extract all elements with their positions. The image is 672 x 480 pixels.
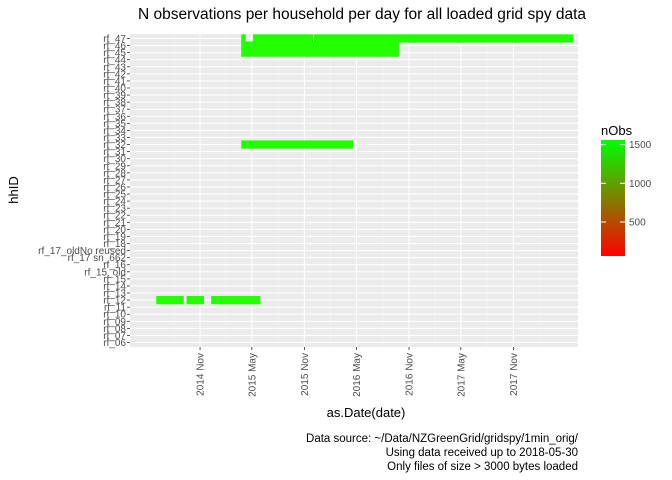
y-tick-label: rf_34 — [103, 126, 126, 137]
y-tick-label: rf_42 — [103, 69, 126, 80]
y-tick-label: rf_21 — [103, 218, 126, 229]
x-tick-label: 2017 Nov — [509, 353, 520, 396]
x-tick-label: 2017 May — [456, 353, 467, 397]
y-tick-label: rf_41 — [103, 76, 126, 87]
x-axis-ticks: 2014 Nov 2015 May 2015 Nov 2016 May 2016 Nov… — [196, 347, 520, 397]
caption-line-3: Only files of size > 3000 bytes loaded — [387, 461, 578, 473]
x-tick-label: 2016 May — [352, 353, 363, 397]
y-tick-label: rf_31 — [103, 147, 126, 158]
y-tick-label: rf_15 — [103, 274, 126, 285]
y-tick-label: rf_28 — [103, 168, 126, 179]
y-tick-label: rf_15_old — [84, 267, 126, 278]
y-tick-label: rf_16 — [103, 260, 126, 271]
segment-rf_32 — [241, 140, 354, 149]
y-tick-label: rf_36 — [103, 112, 126, 123]
segment-rf_47 — [252, 34, 313, 43]
y-tick-label: rf_24 — [103, 197, 126, 208]
y-tick-label: rf_38 — [103, 98, 126, 109]
segment-rf_45 — [241, 48, 400, 57]
y-tick-label: rf_11 — [104, 303, 126, 314]
legend-tick-label: 1000 — [629, 179, 652, 190]
x-tick-label: 2015 Nov — [300, 353, 311, 396]
caption-line-1: Data source: ~/Data/NZGreenGrid/gridspy/… — [306, 433, 579, 445]
y-tick-label: rf_39 — [103, 91, 126, 102]
y-tick-label: rf_06 — [103, 338, 126, 349]
segment-rf_12 — [211, 295, 261, 305]
y-tick-label: rf_22 — [103, 211, 126, 222]
y-tick-label: rf_29 — [103, 161, 126, 172]
segment-rf_47 — [241, 34, 246, 43]
segment-rf_46 — [241, 41, 400, 50]
y-tick-label: rf_35 — [103, 119, 126, 130]
legend-colorbar — [601, 140, 625, 256]
y-tick-label: rf_17_oldNo reused — [38, 246, 126, 257]
y-tick-label: rf_07 — [103, 331, 126, 342]
y-tick-label: rf_43 — [103, 62, 126, 73]
segment-rf_12 — [186, 295, 205, 305]
y-tick-label: rf_10 — [103, 310, 126, 321]
y-tick-label: rf_30 — [103, 154, 126, 165]
y-tick-label: rf_23 — [103, 204, 126, 215]
y-tick-label: rf_32 — [103, 140, 126, 151]
y-tick-label: rf_45 — [103, 48, 126, 59]
x-tick-label: 2014 Nov — [196, 353, 207, 396]
x-tick-label: 2016 Nov — [405, 353, 416, 396]
y-tick-label: rf_19 — [103, 232, 126, 243]
y-axis-title: hhID — [6, 176, 21, 203]
x-axis-title: as.Date(date) — [327, 405, 406, 420]
x-tick-label: 2015 May — [247, 353, 258, 397]
plot-panel — [130, 34, 578, 347]
y-tick-label: rf_37 — [103, 105, 126, 116]
legend-ticks: 500 1000 1500 — [601, 140, 652, 228]
y-tick-label: rf_25 — [103, 190, 126, 201]
gridlines — [130, 34, 578, 347]
y-tick-label: rf_18 — [103, 239, 126, 250]
y-tick-label: rf_44 — [103, 55, 126, 66]
data-segments — [156, 34, 574, 305]
y-tick-label: rf_08 — [103, 324, 126, 335]
y-tick-label: rf_40 — [103, 83, 126, 94]
caption: Data source: ~/Data/NZGreenGrid/gridspy/… — [306, 433, 579, 473]
legend-tick-label: 500 — [629, 217, 646, 228]
segment-rf_12 — [156, 295, 184, 305]
legend: nObs 500 1000 1500 — [601, 123, 652, 256]
y-axis-ticks: rf_06rf_07rf_08rf_09rf_10rf_11rf_12rf_13… — [38, 34, 130, 349]
y-tick-label: rf_33 — [103, 133, 126, 144]
chart-title: N observations per household per day for… — [138, 6, 586, 23]
legend-title: nObs — [601, 123, 633, 138]
y-tick-label: rf_09 — [103, 317, 126, 328]
y-tick-label: rf_14 — [103, 281, 126, 292]
y-tick-label: rf_20 — [103, 225, 126, 236]
y-tick-label: rf_26 — [103, 182, 126, 193]
legend-tick-label: 1500 — [629, 140, 652, 151]
y-tick-label: rf_46 — [103, 41, 126, 52]
y-tick-label: rf_47 — [103, 34, 126, 45]
y-tick-label: rf_13 — [103, 289, 126, 300]
caption-line-2: Using data received up to 2018-05-30 — [386, 447, 578, 459]
y-tick-label: rf_12 — [103, 296, 126, 307]
y-tick-label: rf_17 sn_662 — [68, 253, 127, 264]
y-tick-label: rf_27 — [103, 175, 126, 186]
segment-rf_47 — [314, 34, 574, 43]
